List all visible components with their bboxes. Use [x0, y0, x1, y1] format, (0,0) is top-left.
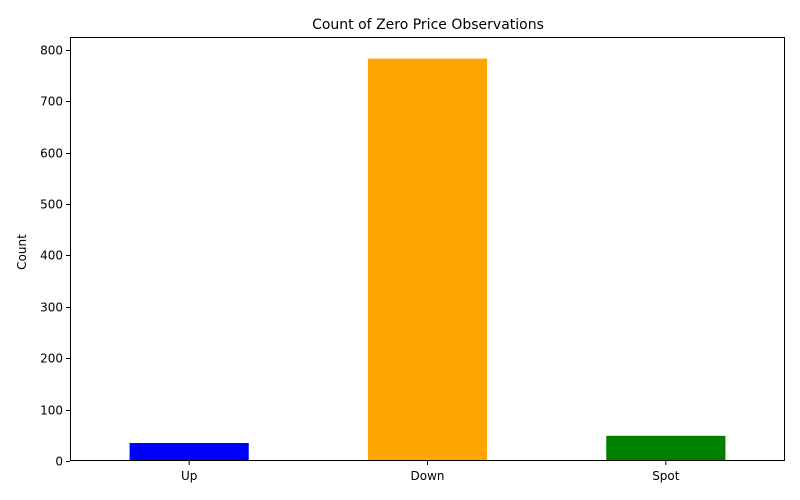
y-tick-label-2: 200: [40, 352, 63, 366]
bars-group: [129, 58, 726, 462]
y-tick-label-7: 700: [40, 95, 63, 109]
chart-title: Count of Zero Price Observations: [312, 17, 544, 33]
x-tick-label-spot: Spot: [652, 469, 680, 483]
y-tick-label-4: 400: [40, 249, 63, 263]
x-tick-label-up: Up: [181, 469, 197, 483]
y-tick-label-6: 600: [40, 147, 63, 161]
y-tick-label-0: 0: [55, 455, 63, 469]
y-tick-label-3: 300: [40, 301, 63, 315]
y-axis-label: Count: [15, 234, 29, 270]
plot-frame: [70, 37, 785, 461]
bar-down: [367, 58, 488, 462]
y-tick-label-8: 800: [40, 44, 63, 58]
y-axis: 0 100 200 300 400 500 600 700 800: [40, 44, 70, 469]
x-axis: Up Down Spot: [181, 461, 680, 483]
bar-up: [129, 443, 249, 461]
bar-spot: [606, 435, 726, 461]
y-tick-label-5: 500: [40, 198, 63, 212]
y-tick-label-1: 100: [40, 404, 63, 418]
x-tick-label-down: Down: [410, 469, 444, 483]
